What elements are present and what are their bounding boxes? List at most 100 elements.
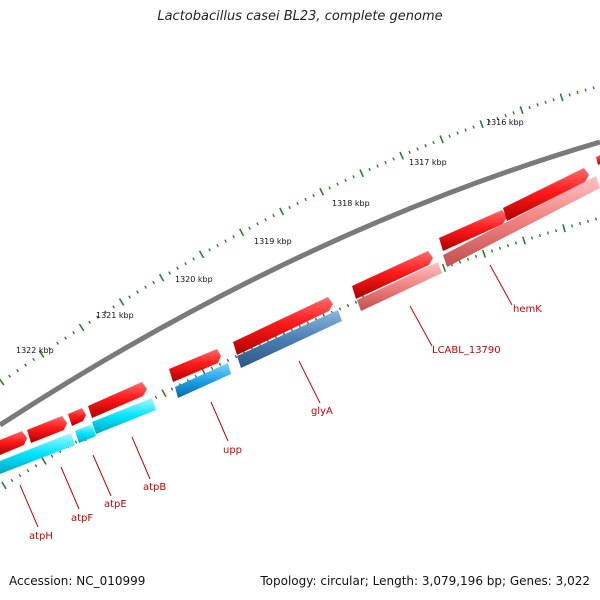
major-tick bbox=[198, 250, 205, 259]
gene-arrow bbox=[88, 382, 147, 418]
minor-tick bbox=[554, 229, 558, 233]
gene-labels: atpH atpF atpE atpB upp glyA LCABL_13790… bbox=[29, 304, 542, 542]
minor-tick bbox=[10, 478, 14, 483]
minor-tick bbox=[50, 454, 54, 458]
minor-tick bbox=[192, 257, 195, 261]
minor-tick bbox=[352, 175, 355, 179]
major-tick bbox=[41, 457, 47, 465]
minor-tick bbox=[336, 182, 339, 186]
gene-arrow bbox=[0, 431, 27, 455]
gene-arrow bbox=[237, 310, 342, 368]
minor-tick bbox=[154, 395, 158, 400]
minor-tick bbox=[474, 254, 478, 259]
minor-tick bbox=[376, 164, 379, 168]
gene-arrow bbox=[443, 176, 600, 267]
major-tick bbox=[78, 323, 85, 332]
major-tick bbox=[38, 350, 45, 358]
minor-tick bbox=[234, 354, 238, 359]
minor-tick bbox=[16, 368, 20, 373]
major-tick bbox=[559, 93, 564, 102]
gene-label-atpB: atpB bbox=[143, 482, 166, 493]
gene-arrow bbox=[357, 262, 442, 311]
minor-tick bbox=[88, 320, 91, 324]
minor-tick bbox=[490, 249, 494, 253]
gene-arrow bbox=[439, 210, 507, 251]
minor-tick bbox=[226, 358, 230, 363]
kbp-label: 1317 kbp bbox=[409, 158, 447, 167]
kbp-label: 1318 kbp bbox=[332, 199, 370, 208]
minor-tick bbox=[538, 233, 542, 238]
minor-tick bbox=[168, 271, 171, 275]
major-tick bbox=[118, 298, 125, 306]
minor-tick bbox=[34, 464, 38, 468]
minor-tick bbox=[416, 147, 419, 151]
gene-arrow bbox=[92, 398, 156, 434]
minor-tick bbox=[208, 248, 211, 252]
major-tick bbox=[158, 273, 165, 282]
minor-tick bbox=[136, 290, 139, 294]
minor-tick bbox=[498, 246, 502, 250]
minor-tick bbox=[472, 125, 475, 129]
gene-label-atpE: atpE bbox=[104, 499, 127, 510]
gene-label-atpH: atpH bbox=[29, 531, 53, 542]
minor-tick bbox=[354, 300, 358, 304]
major-tick bbox=[0, 378, 5, 386]
minor-tick bbox=[552, 98, 555, 102]
gene-label-upp: upp bbox=[223, 445, 242, 456]
minor-tick bbox=[456, 131, 459, 135]
kbp-label: 1316 kbp bbox=[486, 118, 524, 127]
minor-tick bbox=[464, 128, 467, 132]
minor-tick bbox=[546, 231, 550, 235]
minor-tick bbox=[26, 469, 30, 473]
minor-tick bbox=[496, 116, 499, 121]
leader-line bbox=[131, 436, 151, 480]
minor-tick bbox=[586, 219, 590, 223]
minor-tick bbox=[392, 157, 395, 161]
minor-tick bbox=[176, 266, 179, 270]
gene-label-atpF: atpF bbox=[71, 513, 93, 524]
minor-tick bbox=[506, 243, 510, 248]
minor-tick bbox=[128, 295, 131, 299]
minor-tick bbox=[18, 473, 22, 478]
major-tick bbox=[279, 207, 285, 216]
minor-tick bbox=[338, 307, 342, 311]
gene-arrow bbox=[68, 408, 86, 426]
minor-tick bbox=[304, 197, 307, 202]
major-tick bbox=[481, 249, 487, 258]
gene-arrow bbox=[596, 155, 600, 165]
minor-tick bbox=[568, 93, 571, 97]
gene-label-LCABL_13790: LCABL_13790 bbox=[432, 345, 501, 356]
minor-tick bbox=[232, 235, 235, 239]
major-tick bbox=[319, 187, 325, 196]
minor-tick bbox=[384, 160, 387, 165]
minor-tick bbox=[368, 167, 371, 172]
minor-tick bbox=[466, 257, 470, 261]
minor-tick bbox=[32, 357, 35, 362]
minor-tick bbox=[210, 366, 214, 371]
major-tick bbox=[399, 151, 404, 160]
minor-tick bbox=[170, 387, 174, 391]
accession-text: Accession: NC_010999 bbox=[9, 574, 146, 588]
reverse-strand-features bbox=[0, 176, 600, 474]
minor-tick bbox=[570, 224, 574, 228]
kbp-label: 1319 kbp bbox=[254, 237, 292, 246]
minor-tick bbox=[514, 241, 518, 245]
leader-line bbox=[92, 454, 112, 497]
minor-tick bbox=[144, 285, 147, 289]
outer-tick-marks bbox=[0, 86, 595, 386]
minor-tick bbox=[512, 111, 515, 115]
gene-arrow bbox=[0, 433, 75, 474]
minor-tick bbox=[432, 140, 435, 145]
minor-tick bbox=[578, 221, 582, 226]
minor-tick bbox=[24, 363, 28, 367]
gene-arrow bbox=[175, 363, 231, 398]
minor-tick bbox=[8, 374, 12, 378]
genome-backbone bbox=[0, 139, 600, 428]
minor-tick bbox=[48, 347, 51, 351]
minor-tick bbox=[488, 119, 491, 123]
minor-tick bbox=[458, 260, 462, 264]
gene-arrow bbox=[233, 297, 333, 355]
minor-tick bbox=[224, 239, 227, 243]
leader-line bbox=[60, 466, 80, 510]
minor-tick bbox=[112, 305, 115, 309]
